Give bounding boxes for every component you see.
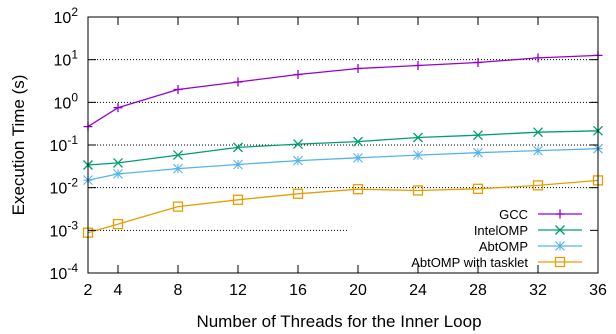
x-tick-label: 36 [589, 282, 607, 299]
x-tick-label: 24 [409, 282, 427, 299]
data-point [113, 157, 123, 168]
x-tick-label: 12 [229, 282, 247, 299]
data-point [173, 163, 183, 174]
data-point [233, 77, 243, 87]
data-point [113, 169, 123, 179]
legend-label: GCC [499, 207, 528, 222]
data-point [353, 152, 363, 163]
data-point [292, 188, 304, 199]
legend-label: AbtOMP with tasklet [411, 255, 528, 270]
y-tick-label: 102 [54, 5, 79, 27]
data-point [173, 84, 183, 94]
data-point [413, 150, 423, 160]
data-point [233, 142, 243, 153]
data-point [293, 139, 303, 150]
series-gcc [83, 50, 603, 132]
series-line [87, 54, 599, 128]
legend-label: AbtOMP [479, 239, 528, 254]
series-abtomp [83, 143, 603, 186]
x-tick-label: 32 [529, 282, 547, 299]
data-point [352, 184, 364, 195]
series-abtomp-with-tasklet [82, 175, 604, 238]
legend-label: IntelOMP [474, 223, 528, 238]
data-point [413, 132, 423, 143]
grid-lines [88, 59, 598, 231]
data-point [413, 60, 423, 70]
x-tick-label: 8 [174, 282, 183, 299]
data-point [533, 127, 543, 138]
y-tick-label: 10-4 [50, 261, 79, 283]
data-point [293, 155, 303, 166]
data-point [532, 180, 544, 191]
data-point [112, 218, 124, 230]
x-tick-label: 2 [84, 282, 93, 299]
legend-marker [555, 241, 565, 251]
legend-marker [555, 209, 565, 219]
y-tick-label: 101 [54, 48, 79, 70]
legend-marker [555, 225, 565, 235]
series-line [87, 179, 599, 234]
data-point [473, 130, 483, 141]
data-point [412, 185, 424, 196]
series-line [87, 130, 599, 166]
series-line [87, 148, 599, 181]
data-point [172, 201, 184, 212]
x-tick-label: 28 [469, 282, 487, 299]
y-tick-label: 10-3 [50, 218, 79, 240]
data-point [113, 103, 123, 113]
data-point [173, 150, 183, 161]
x-tick-label: 16 [289, 282, 307, 299]
x-tick-label: 20 [349, 282, 367, 299]
y-tick-label: 10-2 [50, 176, 79, 198]
data-point [232, 194, 244, 205]
data-point [473, 57, 483, 67]
y-tick-label: 10-1 [50, 133, 79, 155]
data-point [293, 69, 303, 79]
data-point [473, 147, 483, 158]
x-tick-label: 4 [114, 282, 123, 299]
x-axis-title: Number of Threads for the Inner Loop [196, 312, 481, 331]
data-point [353, 136, 363, 147]
data-point [353, 64, 363, 74]
series-intelomp [83, 125, 603, 170]
data-point [533, 145, 543, 156]
y-tick-label: 100 [54, 90, 79, 112]
data-point [472, 183, 484, 194]
data-point [233, 159, 243, 170]
legend-marker [554, 256, 566, 268]
data-point [533, 53, 543, 63]
y-axis-title: Execution Time (s) [9, 75, 28, 216]
